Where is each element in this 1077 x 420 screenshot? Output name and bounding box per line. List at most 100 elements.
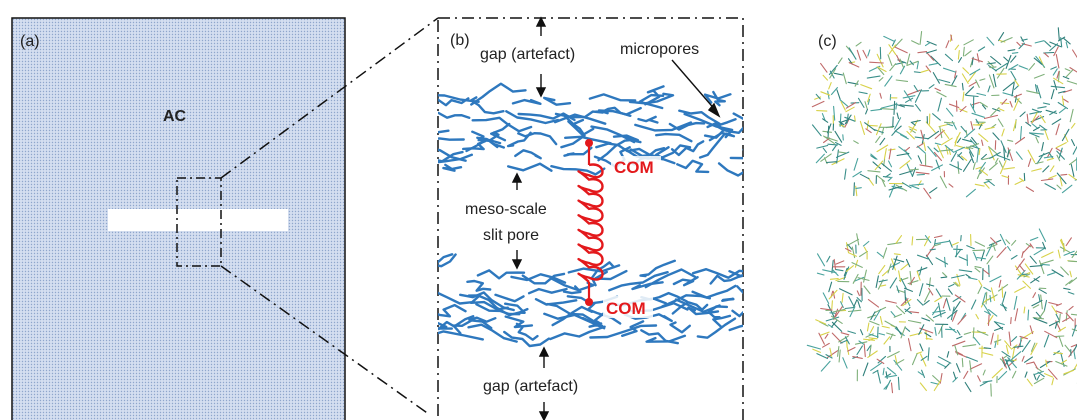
molecular-bond xyxy=(811,124,822,137)
molecular-bond xyxy=(1032,304,1040,309)
molecular-bond xyxy=(935,288,943,299)
carbon-fiber xyxy=(732,112,743,120)
molecular-bond xyxy=(929,187,938,194)
molecular-bond xyxy=(829,68,837,79)
molecular-bond xyxy=(954,281,961,287)
molecular-bond xyxy=(1060,359,1068,365)
molecular-bond xyxy=(1065,279,1073,286)
molecular-bond xyxy=(1029,132,1044,135)
molecular-bond xyxy=(834,141,842,146)
molecular-bond xyxy=(1044,40,1052,48)
molecular-bond xyxy=(930,381,940,385)
molecular-bond xyxy=(963,39,974,46)
molecular-bond xyxy=(984,310,991,315)
molecular-bond xyxy=(970,121,974,130)
molecular-bond xyxy=(1028,63,1036,71)
molecular-bond xyxy=(895,130,908,138)
molecular-bond xyxy=(900,298,909,307)
molecular-bond xyxy=(831,332,843,344)
molecular-bond xyxy=(937,144,944,159)
zoom-line-bottom xyxy=(220,265,431,416)
molecular-bond xyxy=(840,332,850,336)
carbon-fiber xyxy=(655,132,693,143)
molecular-bond xyxy=(994,321,1004,330)
molecular-bond xyxy=(1026,361,1035,365)
molecular-bond xyxy=(992,242,996,252)
molecular-bond xyxy=(921,369,926,378)
molecular-bond xyxy=(908,168,919,171)
molecular-bond xyxy=(923,187,932,199)
molecular-bond xyxy=(917,155,923,164)
molecular-bond xyxy=(856,297,863,303)
molecular-bond xyxy=(934,296,943,303)
molecular-bond xyxy=(1073,349,1076,360)
molecular-bond xyxy=(1003,167,1015,170)
molecular-bond xyxy=(1005,359,1011,371)
carbon-fiber xyxy=(639,259,676,278)
molecular-bond xyxy=(1051,305,1058,315)
molecular-bond xyxy=(928,62,939,66)
molecular-bond xyxy=(980,153,987,160)
molecular-bond xyxy=(869,320,880,326)
molecular-bond xyxy=(1056,70,1060,79)
molecular-bond xyxy=(977,46,986,52)
molecular-bond xyxy=(1026,90,1040,94)
molecular-bond xyxy=(978,279,983,287)
molecular-bond xyxy=(1033,373,1037,380)
molecular-bond xyxy=(979,381,989,387)
molecular-bond xyxy=(976,257,987,260)
molecular-bond xyxy=(876,144,889,153)
molecular-bond xyxy=(898,270,902,283)
molecular-bond xyxy=(903,287,913,292)
molecular-bond xyxy=(994,62,1008,72)
molecular-bond xyxy=(1024,356,1033,363)
molecular-bond xyxy=(820,62,828,73)
molecular-bond xyxy=(930,55,942,67)
carbon-fiber xyxy=(728,324,743,332)
molecular-bond xyxy=(1009,100,1013,108)
carbon-fiber xyxy=(669,321,691,334)
molecular-bond xyxy=(848,62,860,68)
molecular-bond xyxy=(844,116,856,122)
carbon-fiber xyxy=(438,253,454,264)
molecular-bond xyxy=(964,128,976,139)
molecular-bond xyxy=(879,315,883,325)
molecular-bond xyxy=(977,285,982,295)
molecular-bond xyxy=(1037,309,1046,321)
molecular-bond xyxy=(1060,37,1063,48)
molecular-bond xyxy=(913,71,921,74)
molecular-bond xyxy=(1070,313,1077,316)
molecular-bond xyxy=(894,354,898,364)
molecular-bond xyxy=(857,299,861,309)
molecular-bond xyxy=(1018,42,1025,50)
micropores-label: micropores xyxy=(620,41,699,58)
molecular-bond xyxy=(904,327,911,332)
molecular-bond xyxy=(906,130,915,140)
molecular-bond xyxy=(976,92,987,96)
molecular-bond xyxy=(916,254,929,260)
molecular-bond xyxy=(1033,361,1039,370)
molecular-bond xyxy=(948,283,955,288)
molecular-bond xyxy=(1016,258,1025,271)
molecular-bond xyxy=(909,128,916,134)
gap-top-label: gap (artefact) xyxy=(480,46,575,63)
molecular-bond xyxy=(961,73,969,84)
molecular-bond xyxy=(851,262,863,268)
molecular-bond xyxy=(1038,288,1047,294)
molecular-bond xyxy=(888,44,897,56)
molecular-bond xyxy=(835,151,850,158)
molecular-bond xyxy=(1031,123,1039,130)
molecular-bond xyxy=(1024,263,1034,275)
molecular-bond xyxy=(914,103,921,112)
carbon-fiber xyxy=(452,319,493,335)
molecular-bond xyxy=(971,112,985,118)
molecular-bond xyxy=(1058,107,1067,114)
molecular-bond xyxy=(1001,302,1007,312)
molecular-bond xyxy=(928,84,935,89)
molecular-bond xyxy=(1002,92,1014,97)
molecular-bond xyxy=(1071,328,1077,332)
molecular-bond xyxy=(890,311,896,317)
molecular-bond xyxy=(893,100,896,116)
molecular-bond xyxy=(962,138,973,143)
molecular-bond xyxy=(1038,294,1041,302)
